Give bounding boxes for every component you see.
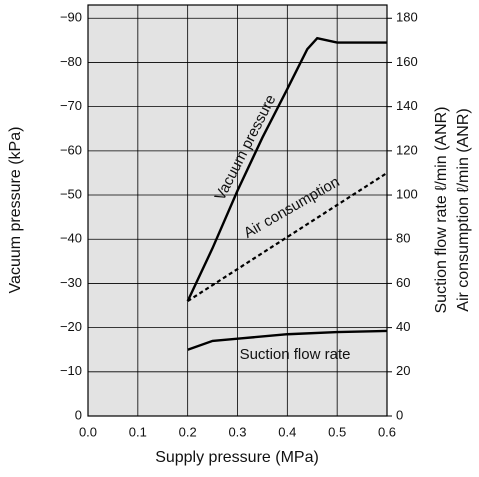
y2-tick-label: 100 (396, 186, 418, 201)
y2-tick-label: 60 (396, 275, 410, 290)
x-tick-label: 0.6 (378, 424, 396, 439)
x-tick-label: 0.5 (328, 424, 346, 439)
y-tick-label: −40 (60, 231, 82, 246)
y-tick-label: 0 (75, 407, 82, 422)
x-axis-label: Supply pressure (MPa) (155, 449, 319, 466)
y-axis-label: Vacuum pressure (kPa) (7, 127, 24, 294)
y-tick-label: −30 (60, 275, 82, 290)
x-tick-label: 0.0 (79, 424, 97, 439)
y2-tick-label: 140 (396, 98, 418, 113)
y-tick-label: −80 (60, 54, 82, 69)
y2-axis-label: Air consumption ℓ/min (ANR) (455, 108, 472, 311)
x-tick-label: 0.1 (129, 424, 147, 439)
series-line (187, 329, 388, 351)
y-tick-label: −10 (60, 363, 82, 378)
y-tick-label: −60 (60, 142, 82, 157)
y-tick-label: −90 (60, 10, 82, 25)
x-tick-label: 0.3 (228, 424, 246, 439)
y2-axis-label: Suction flow rate ℓ/min (ANR) (433, 106, 450, 313)
y2-tick-label: 20 (396, 363, 410, 378)
plot-frame (87, 4, 388, 417)
x-tick-label: 0.4 (278, 424, 296, 439)
y2-tick-label: 80 (396, 231, 410, 246)
series-line (187, 172, 388, 303)
y-tick-label: −50 (60, 186, 82, 201)
y2-tick-label: 0 (396, 407, 403, 422)
x-tick-label: 0.2 (179, 424, 197, 439)
y2-tick-label: 40 (396, 319, 410, 334)
y2-tick-label: 180 (396, 10, 418, 25)
y2-tick-label: 120 (396, 142, 418, 157)
y-tick-label: −20 (60, 319, 82, 334)
y-tick-label: −70 (60, 98, 82, 113)
series-line (186, 36, 387, 302)
y2-tick-label: 160 (396, 54, 418, 69)
annotation: Suction flow rate (240, 346, 351, 363)
